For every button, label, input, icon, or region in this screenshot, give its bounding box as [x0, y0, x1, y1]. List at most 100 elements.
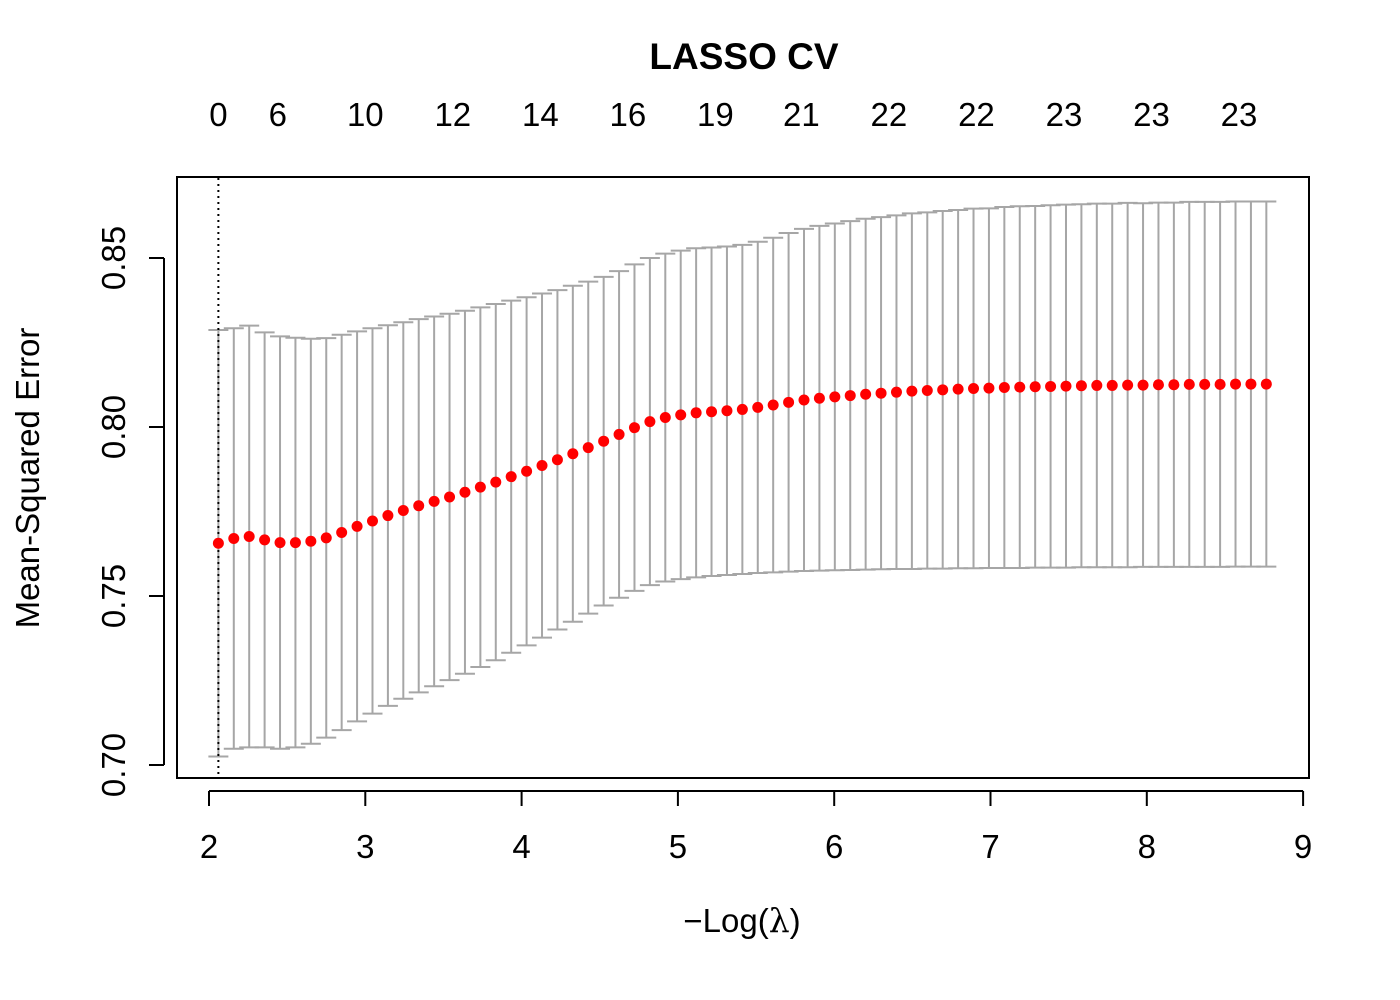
cv-point — [1183, 378, 1195, 390]
x-tick-label: 7 — [981, 828, 999, 865]
x-tick-label: 9 — [1294, 828, 1312, 865]
y-axis-label: Mean-Squared Error — [9, 328, 46, 629]
y-tick-label: 0.70 — [95, 733, 132, 797]
cv-point — [444, 491, 456, 503]
x-tick-label: 3 — [356, 828, 374, 865]
top-axis-label: 16 — [610, 96, 647, 133]
cv-point — [320, 532, 332, 544]
cv-point — [644, 416, 656, 428]
cv-point — [505, 471, 517, 483]
x-axis-label-log: Log( — [703, 902, 769, 939]
top-axis-label: 19 — [697, 96, 734, 133]
x-tick-label: 4 — [512, 828, 530, 865]
cv-point — [366, 515, 378, 527]
cv-point — [1137, 379, 1149, 391]
top-axis-label: 23 — [1133, 96, 1170, 133]
cv-point — [1091, 379, 1103, 391]
x-axis-label-minus: − — [683, 902, 702, 939]
cv-point — [351, 520, 363, 532]
cv-point — [798, 394, 810, 406]
cv-point — [567, 448, 579, 460]
cv-point — [968, 382, 980, 394]
cv-point — [752, 401, 764, 413]
error-bars — [208, 200, 1277, 758]
x-tick-label: 6 — [825, 828, 843, 865]
cv-mean-points — [212, 378, 1272, 549]
cv-point — [983, 382, 995, 394]
cv-point — [382, 510, 394, 522]
cv-point — [551, 454, 563, 466]
top-axis-label: 6 — [269, 96, 287, 133]
cv-point — [906, 385, 918, 397]
cv-point — [921, 384, 933, 396]
x-axis-label-close: ) — [790, 902, 801, 939]
y-tick-label: 0.80 — [95, 395, 132, 459]
cv-point — [1152, 379, 1164, 391]
cv-point — [1245, 378, 1257, 390]
top-axis-label: 10 — [347, 96, 384, 133]
cv-point — [813, 392, 825, 404]
cv-point — [490, 476, 502, 488]
plot-frame — [176, 176, 1310, 779]
cv-point — [397, 504, 409, 516]
cv-point — [890, 386, 902, 398]
cv-point — [1014, 381, 1026, 393]
cv-point — [582, 442, 594, 454]
cv-point — [598, 435, 610, 447]
cv-point — [783, 396, 795, 408]
cv-point — [1045, 380, 1057, 392]
cv-point — [336, 526, 348, 538]
x-tick-label: 8 — [1138, 828, 1156, 865]
cv-point — [459, 486, 471, 498]
cv-point — [844, 390, 856, 402]
top-axis-label: 22 — [958, 96, 995, 133]
y-tick-label: 0.75 — [95, 564, 132, 628]
cv-point — [721, 405, 733, 417]
y-axis: 0.70 0.75 0.80 0.85 — [95, 226, 165, 797]
cv-point — [274, 537, 286, 549]
cv-point — [659, 412, 671, 424]
x-axis: 2 3 4 5 6 7 8 9 — [200, 790, 1312, 865]
x-tick-label: 5 — [669, 828, 687, 865]
cv-point — [829, 391, 841, 403]
top-axis-label: 23 — [1046, 96, 1083, 133]
cv-point — [998, 381, 1010, 393]
cv-point — [613, 428, 625, 440]
top-axis-label: 21 — [783, 96, 820, 133]
chart-title: LASSO CV — [649, 36, 838, 77]
cv-point — [675, 409, 687, 421]
cv-point — [1230, 378, 1242, 390]
top-axis-nonzero-counts: 0 6 10 12 14 16 19 21 22 22 23 23 23 — [209, 96, 1257, 133]
cv-point — [243, 531, 255, 543]
cv-point — [536, 460, 548, 472]
cv-point — [228, 533, 240, 545]
cv-point — [1106, 379, 1118, 391]
cv-point — [767, 399, 779, 411]
cv-point — [474, 481, 486, 493]
cv-point — [428, 495, 440, 507]
y-tick-label: 0.85 — [95, 226, 132, 290]
cv-point — [521, 465, 533, 477]
cv-point — [1199, 378, 1211, 390]
top-axis-label: 14 — [522, 96, 559, 133]
cv-point — [1029, 381, 1041, 393]
cv-point — [212, 537, 224, 549]
cv-point — [937, 384, 949, 396]
top-axis-label: 0 — [209, 96, 227, 133]
cv-point — [628, 422, 640, 434]
cv-point — [736, 403, 748, 415]
x-axis-label-lambda: λ — [769, 901, 790, 940]
cv-point — [1260, 378, 1272, 390]
cv-point — [1168, 379, 1180, 391]
cv-point — [1075, 380, 1087, 392]
cv-point — [289, 537, 301, 549]
cv-point — [1214, 378, 1226, 390]
top-axis-label: 22 — [871, 96, 908, 133]
cv-point — [875, 387, 887, 399]
top-axis-label: 23 — [1221, 96, 1258, 133]
cv-point — [305, 535, 317, 547]
cv-point — [259, 534, 271, 546]
cv-point — [690, 407, 702, 419]
x-tick-label: 2 — [200, 828, 218, 865]
